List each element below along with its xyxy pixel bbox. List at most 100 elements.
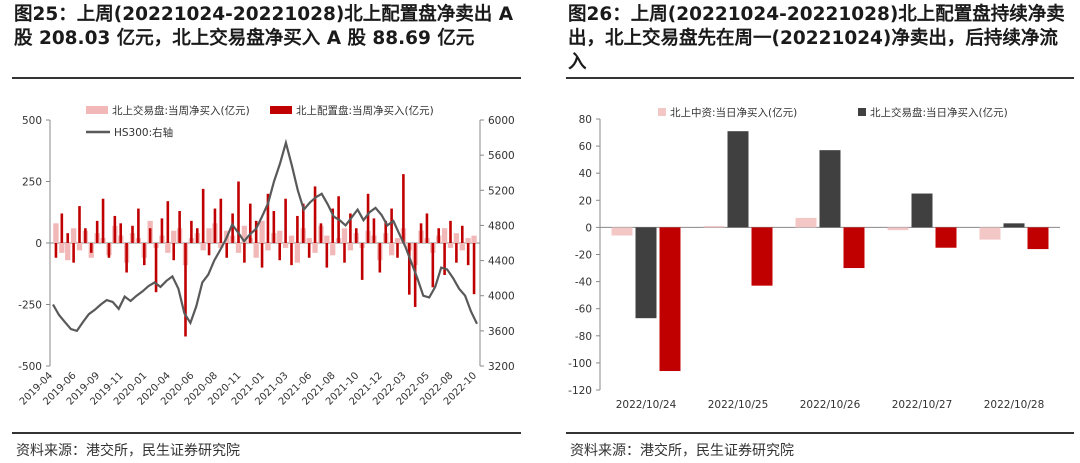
allocation-bar [378, 243, 382, 273]
daily-bar [1003, 223, 1025, 228]
y-right-tick-label: 5200 [488, 185, 515, 197]
trading-bar [312, 243, 318, 253]
y-tick-label: 20 [579, 195, 592, 207]
allocation-bar [290, 243, 293, 266]
y-right-tick-label: 5600 [488, 150, 515, 162]
trading-bar [165, 243, 171, 253]
allocation-bar [131, 225, 134, 243]
allocation-bar [260, 243, 264, 268]
trading-bar [65, 243, 71, 261]
allocation-bar [78, 206, 81, 243]
allocation-bar [231, 213, 234, 243]
allocation-bar [95, 220, 99, 243]
trading-bar [471, 235, 477, 243]
allocation-bar [384, 220, 388, 243]
trading-bar [459, 243, 465, 251]
legend-zhongzi-swatch [658, 108, 666, 116]
y-right-tick-label: 4000 [488, 291, 515, 303]
left-chart-panel: 图25：上周(20221024-20221028)北上配置盘净卖出 A 股 20… [0, 0, 527, 463]
left-source-rule [12, 432, 521, 434]
trading-bar [76, 243, 83, 251]
allocation-bar [443, 243, 446, 275]
right-source-rule [566, 432, 1074, 434]
allocation-bar [284, 198, 287, 243]
daily-bar [795, 217, 817, 228]
allocation-bar [154, 243, 158, 293]
y-left-tick-label: 500 [22, 115, 42, 127]
trading-bar [282, 243, 289, 248]
trading-bar [171, 230, 177, 243]
allocation-bar [266, 193, 270, 243]
trading-bar [388, 243, 395, 256]
allocation-bar [460, 225, 464, 243]
allocation-bar [248, 203, 252, 243]
y-left-tick-label: 250 [22, 177, 42, 189]
y-tick-label: -120 [568, 385, 592, 397]
allocation-bar [207, 243, 211, 256]
allocation-bar [360, 243, 364, 280]
trading-bar [447, 243, 454, 248]
trading-bar [441, 228, 448, 243]
x-category-label: 2022/10/24 [616, 399, 677, 411]
allocation-bar [325, 243, 329, 268]
daily-bar [887, 227, 909, 231]
trading-bar [347, 243, 354, 251]
x-category-label: 2022/10/26 [800, 399, 861, 411]
trading-bar [235, 243, 242, 253]
allocation-bar [201, 188, 205, 243]
daily-bar [935, 227, 957, 248]
daily-bar [843, 227, 865, 269]
allocation-bar [425, 213, 429, 243]
legend-trading-label: 北上交易盘:当周净买入(亿元) [112, 104, 250, 117]
allocation-bar [142, 243, 146, 266]
allocation-bar [313, 186, 317, 243]
legend-trading-swatch [86, 106, 108, 114]
trading-bar [241, 225, 248, 243]
allocation-bar [148, 228, 152, 243]
x-category-label: 2022/10/28 [984, 399, 1045, 411]
allocation-bar [66, 233, 70, 243]
y-tick-label: 0 [585, 222, 592, 234]
trading-bar [206, 228, 212, 243]
daily-bar [611, 227, 633, 236]
y-right-tick-label: 6000 [488, 115, 515, 127]
daily-bar [979, 227, 1001, 240]
daily-bar [659, 227, 681, 372]
allocation-bar [72, 243, 75, 263]
trading-bar [306, 238, 312, 243]
left-chart-source: 资料来源：港交所，民生证券研究院 [16, 443, 240, 459]
allocation-bar [190, 220, 193, 243]
allocation-bar [137, 208, 140, 243]
right-chart-panel: 图26：上周(20221024-20221028)北上配置盘持续净卖出，北上交易… [554, 0, 1080, 463]
trading-bar [259, 220, 265, 243]
allocation-bar [237, 181, 240, 243]
y-tick-label: -40 [575, 277, 592, 289]
allocation-bar [195, 228, 199, 243]
allocation-bar [301, 203, 305, 243]
y-right-tick-label: 3600 [488, 326, 515, 338]
allocation-bar [354, 228, 358, 243]
trading-bar [294, 243, 301, 263]
allocation-bar [343, 243, 346, 263]
allocation-bar [225, 243, 229, 258]
y-left-tick-label: 0 [35, 238, 42, 250]
hs300-line [52, 138, 478, 333]
allocation-bar [125, 243, 128, 273]
right-title-rule [566, 77, 1074, 79]
allocation-bar [160, 218, 164, 243]
allocation-bar [366, 193, 370, 243]
y-right-tick-label: 4400 [488, 256, 515, 268]
daily-bar [703, 226, 725, 228]
allocation-bar [331, 208, 335, 243]
allocation-bar [272, 211, 276, 243]
right-chart-svg: 80 60 40 20 0 -20 -40 -60 -80 -100 -120 2022/10/24 2… [568, 106, 1060, 411]
allocation-bar [278, 243, 282, 261]
allocation-bar [54, 243, 58, 258]
trading-bar [200, 243, 206, 251]
y-right-tick-label: 3200 [488, 361, 515, 373]
left-chart-title: 图25：上周(20221024-20221028)北上配置盘净卖出 A 股 20… [14, 4, 514, 49]
allocation-bar [172, 243, 176, 261]
y-tick-label: -100 [568, 358, 592, 370]
allocation-bar [60, 213, 64, 243]
y-tick-label: 80 [579, 114, 592, 126]
